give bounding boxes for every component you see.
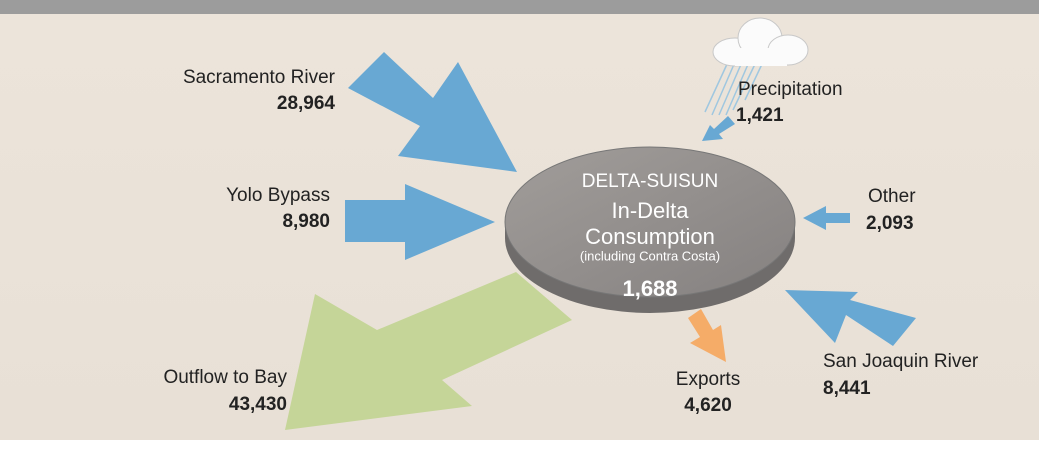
arrow-precipitation xyxy=(702,116,735,141)
flow-label: Yolo Bypass xyxy=(226,185,330,206)
arrow-san-joaquin xyxy=(785,290,916,346)
arrow-outflow xyxy=(285,272,572,430)
flow-label: Outflow to Bay xyxy=(163,367,287,388)
arrow-other xyxy=(803,206,850,230)
arrow-yolo xyxy=(345,184,495,260)
flow-label: Other xyxy=(868,186,916,207)
center-title: Consumption xyxy=(585,224,715,249)
top-bar xyxy=(0,0,1039,14)
flow-value: 2,093 xyxy=(866,213,914,234)
arrow-sacramento xyxy=(348,52,517,172)
flow-label: San Joaquin River xyxy=(823,351,979,372)
flow-label: Precipitation xyxy=(738,79,843,100)
flow-value: 28,964 xyxy=(277,93,336,114)
arrow-exports xyxy=(688,309,726,362)
flow-label: Exports xyxy=(676,369,740,390)
disc-top xyxy=(504,146,796,298)
center-value: 1,688 xyxy=(622,276,677,301)
cloud-icon xyxy=(704,17,809,116)
flow-value: 8,441 xyxy=(823,378,871,399)
flow-value: 43,430 xyxy=(229,394,287,415)
disc-side xyxy=(505,222,795,313)
flow-value: 4,620 xyxy=(684,395,732,416)
flow-value: 1,421 xyxy=(736,105,784,126)
center-title: In-Delta xyxy=(611,198,689,223)
flow-value: 8,980 xyxy=(282,211,330,232)
center-heading: DELTA-SUISUN xyxy=(582,171,719,192)
center-note: (including Contra Costa) xyxy=(580,248,720,263)
flow-label: Sacramento River xyxy=(183,67,336,88)
